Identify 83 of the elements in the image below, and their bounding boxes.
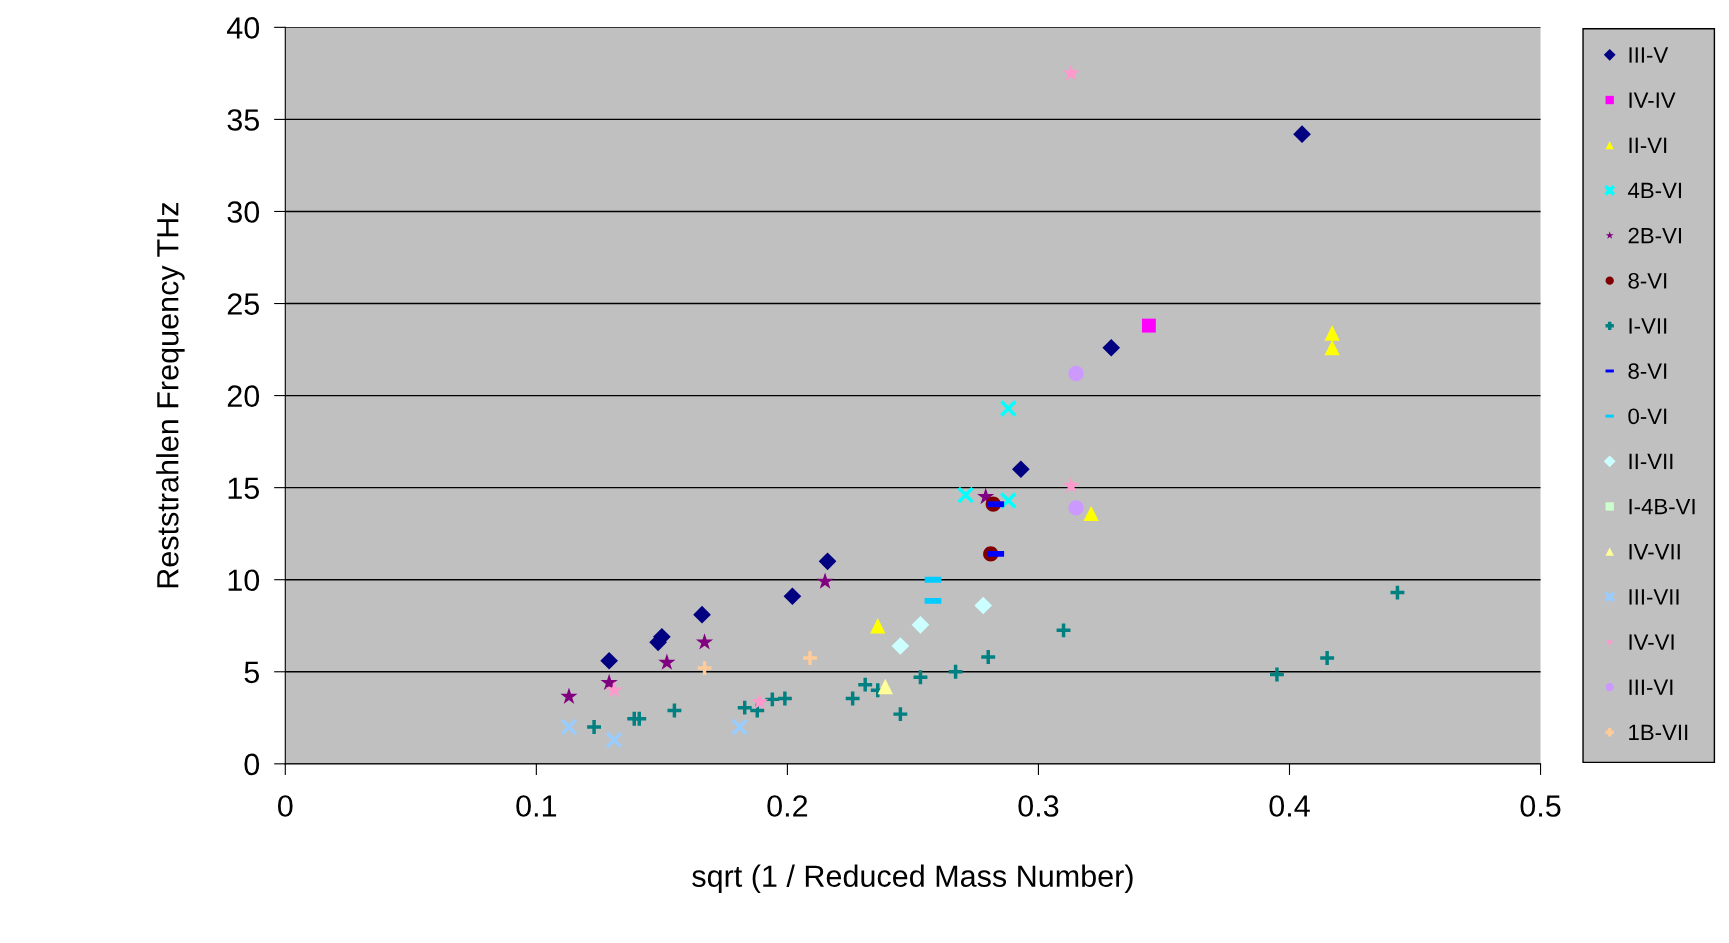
point <box>816 572 834 589</box>
point <box>665 701 684 720</box>
point <box>600 673 618 691</box>
point <box>658 653 676 670</box>
point <box>731 718 749 736</box>
point <box>891 705 910 723</box>
legend-label: III-VI <box>1629 679 1673 695</box>
legend-label: IV-IV <box>1629 92 1676 108</box>
point <box>560 687 578 704</box>
point <box>843 689 862 708</box>
point <box>776 689 794 708</box>
legend-label: IV-VII <box>1629 544 1680 560</box>
legend-label: 8-VI <box>1628 272 1667 289</box>
point <box>877 678 893 695</box>
point <box>1083 505 1099 522</box>
point <box>1068 500 1084 516</box>
point <box>585 718 603 736</box>
point <box>956 486 975 504</box>
x-tick-label: 0.3 <box>1018 795 1059 817</box>
legend-label: 4B-VI <box>1627 182 1681 199</box>
point <box>911 615 930 634</box>
legend-label: II-VI <box>1629 137 1667 153</box>
y-tick-label: 40 <box>227 17 260 39</box>
point <box>1012 460 1030 479</box>
point <box>1102 338 1121 357</box>
point <box>783 587 802 606</box>
point <box>1062 476 1080 494</box>
point <box>1054 621 1073 640</box>
y-tick-label: 25 <box>227 293 260 315</box>
point <box>999 491 1017 510</box>
point <box>736 698 754 717</box>
legend-label: 8-VI <box>1628 363 1667 379</box>
legend-label: 2B-VI <box>1628 227 1681 244</box>
point <box>946 663 965 681</box>
y-tick-label: 30 <box>227 201 260 223</box>
point <box>1062 64 1080 81</box>
legend-label: 0-VI <box>1628 408 1667 425</box>
point <box>911 668 930 686</box>
point <box>1268 665 1286 684</box>
y-tick-label: 5 <box>244 661 260 684</box>
point <box>1141 318 1156 333</box>
point <box>693 605 711 624</box>
point <box>979 648 997 666</box>
point <box>763 690 782 709</box>
point <box>801 649 819 667</box>
y-tick-label: 10 <box>228 569 260 592</box>
legend-label: 1B-VII <box>1629 724 1688 741</box>
point <box>1324 340 1340 356</box>
point <box>560 718 578 736</box>
point <box>1324 325 1340 341</box>
point <box>891 637 910 655</box>
point <box>870 618 886 634</box>
x-tick-label: 0 <box>277 795 293 817</box>
x-tick-label: 0.5 <box>1520 795 1561 817</box>
point <box>751 693 769 710</box>
legend-label: III-V <box>1629 47 1669 63</box>
point <box>1293 125 1311 143</box>
point <box>818 552 837 571</box>
point <box>605 681 623 698</box>
y-tick-label: 20 <box>227 385 260 407</box>
legend-label: I-4B-VI <box>1629 498 1695 515</box>
point <box>974 596 993 615</box>
x-tick-label: 0.4 <box>1269 795 1310 817</box>
legend-label: IV-VI <box>1629 634 1674 650</box>
y-tick-label: 35 <box>227 109 260 131</box>
point <box>605 731 623 749</box>
point <box>856 675 874 694</box>
x-tick-label: 0.1 <box>516 795 557 817</box>
point <box>999 399 1017 418</box>
point <box>1318 649 1336 667</box>
y-axis-title: Reststrahlen Frequency THz <box>156 202 185 588</box>
point <box>600 651 618 670</box>
x-tick-label: 0.2 <box>767 795 808 817</box>
point <box>695 659 714 677</box>
point <box>1068 365 1084 382</box>
point <box>1388 583 1407 602</box>
y-tick-label: 0 <box>244 753 260 776</box>
legend-label: II-VII <box>1629 453 1673 470</box>
x-axis-title: sqrt (1 / Reduced Mass Number) <box>692 864 1133 894</box>
y-tick-label: 15 <box>228 477 260 500</box>
legend-label: I-VII <box>1629 318 1667 334</box>
point <box>695 633 714 650</box>
legend-label: III-VII <box>1629 589 1679 605</box>
